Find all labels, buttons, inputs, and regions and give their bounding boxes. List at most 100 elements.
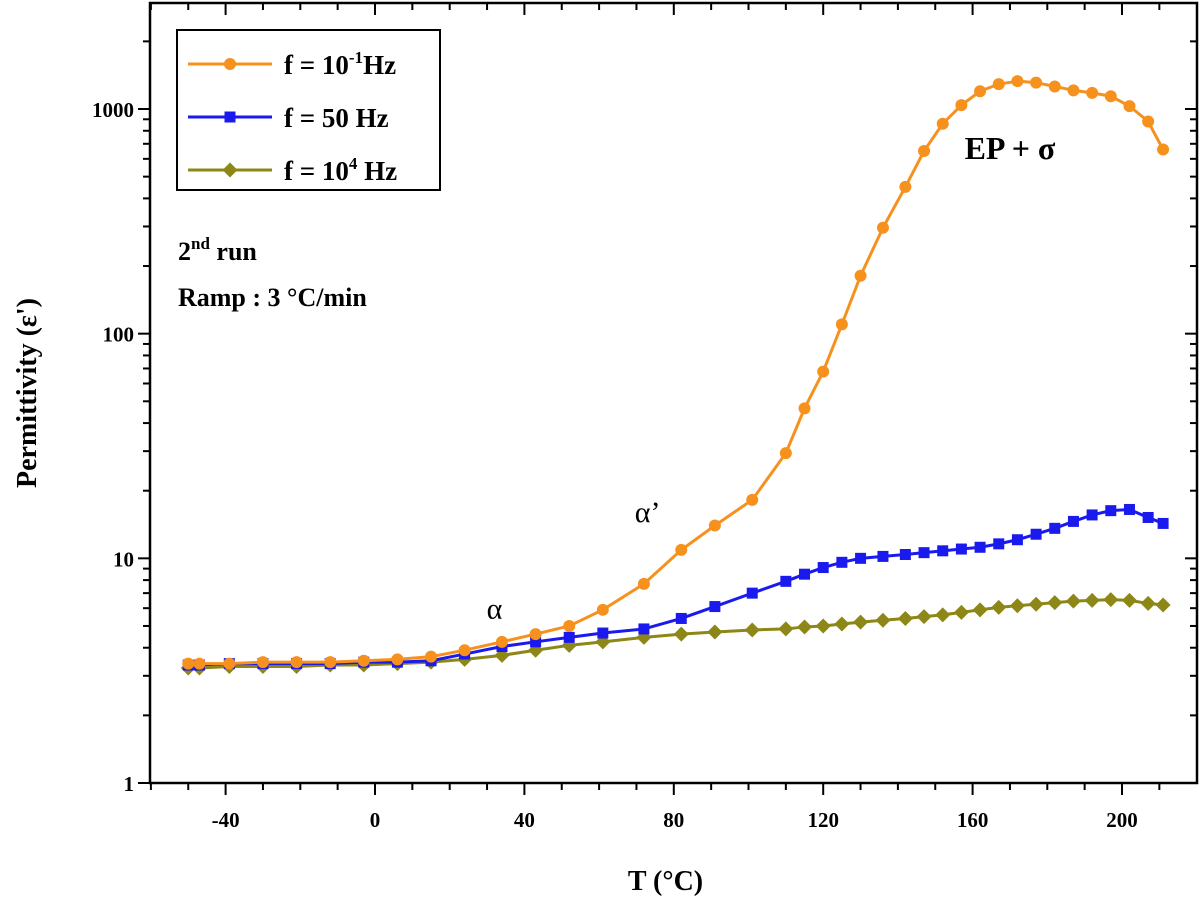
- data-point: [1155, 597, 1171, 613]
- x-axis-title: T (°C): [628, 866, 703, 897]
- data-point: [993, 538, 1005, 550]
- data-point: [935, 607, 951, 623]
- data-point: [563, 619, 576, 632]
- data-point: [1123, 503, 1135, 515]
- data-point: [1030, 76, 1043, 89]
- data-point: [1103, 592, 1119, 608]
- data-point: [1086, 509, 1098, 521]
- data-point: [974, 85, 987, 98]
- legend-box: [176, 29, 441, 191]
- series-circle: [182, 75, 1170, 670]
- legend-entry: f = 104 Hz: [284, 154, 397, 186]
- x-tick-label: -40: [212, 808, 240, 832]
- data-point: [799, 568, 811, 580]
- data-point: [918, 145, 931, 158]
- data-point: [1067, 84, 1080, 97]
- data-point: [779, 447, 792, 460]
- y-tick-label: 100: [103, 323, 135, 347]
- data-point: [854, 269, 867, 282]
- data-point: [675, 612, 687, 624]
- data-point: [1104, 90, 1117, 103]
- data-point: [836, 556, 848, 568]
- annotation-label: α: [487, 592, 503, 625]
- y-tick-label: 1000: [92, 98, 134, 122]
- data-point: [798, 402, 811, 415]
- data-point: [597, 627, 609, 639]
- annotation-label: α’: [635, 496, 661, 529]
- data-point: [391, 653, 404, 666]
- notes: 2nd run Ramp : 3 °C/min: [178, 234, 367, 312]
- data-point: [991, 599, 1007, 615]
- data-point: [1157, 143, 1170, 156]
- data-point: [596, 603, 609, 616]
- data-point: [1009, 598, 1025, 614]
- x-tick-label: 200: [1106, 808, 1138, 832]
- data-point: [1121, 592, 1137, 608]
- data-point: [1140, 595, 1156, 611]
- x-tick-label: 120: [807, 808, 839, 832]
- y-tick-label: 1: [124, 772, 135, 796]
- data-point: [1065, 593, 1081, 609]
- data-point: [193, 657, 206, 670]
- data-point: [918, 547, 930, 559]
- data-point: [1157, 517, 1169, 529]
- data-point: [1028, 596, 1044, 612]
- data-point: [637, 577, 650, 590]
- legend-entry: f = 50 Hz: [284, 103, 389, 133]
- data-point: [955, 99, 968, 112]
- data-point: [834, 616, 850, 632]
- data-point: [1123, 100, 1136, 113]
- annotations: α α’ EP + σ: [487, 130, 1056, 626]
- data-point: [744, 622, 760, 638]
- ramp-note: Ramp : 3 °C/min: [178, 283, 367, 312]
- data-point: [357, 654, 370, 667]
- data-point: [324, 656, 337, 669]
- data-point: [1142, 511, 1154, 523]
- legend-marker: [224, 111, 236, 123]
- data-point: [290, 656, 303, 669]
- data-point: [897, 610, 913, 626]
- data-point: [780, 575, 792, 587]
- data-point: [707, 624, 723, 640]
- data-point: [1105, 505, 1117, 517]
- data-point: [1030, 528, 1042, 540]
- legend-marker: [224, 58, 236, 70]
- data-point: [936, 117, 949, 130]
- data-point: [972, 602, 988, 618]
- data-point: [425, 650, 438, 663]
- data-point: [955, 543, 967, 555]
- data-point: [1049, 522, 1061, 534]
- data-point: [495, 635, 508, 648]
- series-layer: [180, 75, 1171, 676]
- data-point: [974, 541, 986, 553]
- data-point: [916, 609, 932, 625]
- data-point: [709, 601, 721, 613]
- data-point: [1048, 80, 1061, 93]
- data-point: [638, 623, 650, 635]
- data-point: [1084, 592, 1100, 608]
- data-point: [529, 628, 542, 641]
- series-square: [182, 503, 1169, 671]
- data-point: [563, 631, 575, 643]
- data-point: [817, 562, 829, 574]
- series-line: [188, 507, 1164, 667]
- data-point: [1086, 86, 1099, 99]
- y-tick-label: 10: [113, 547, 134, 571]
- data-point: [876, 221, 889, 234]
- data-point: [899, 549, 911, 561]
- data-point: [1047, 595, 1063, 611]
- data-point: [817, 365, 830, 378]
- data-point: [937, 545, 949, 557]
- x-tick-label: 40: [514, 808, 535, 832]
- legend-marker: [222, 162, 238, 178]
- x-tick-label: 0: [370, 808, 381, 832]
- run-note: 2nd run: [178, 234, 257, 266]
- data-point: [746, 493, 759, 506]
- legend: f = 10-1Hz f = 50 Hz f = 104 Hz: [176, 29, 441, 191]
- data-point: [877, 550, 889, 562]
- data-point: [1142, 115, 1155, 128]
- data-point: [1011, 75, 1024, 88]
- data-point: [835, 318, 848, 331]
- data-point: [875, 612, 891, 628]
